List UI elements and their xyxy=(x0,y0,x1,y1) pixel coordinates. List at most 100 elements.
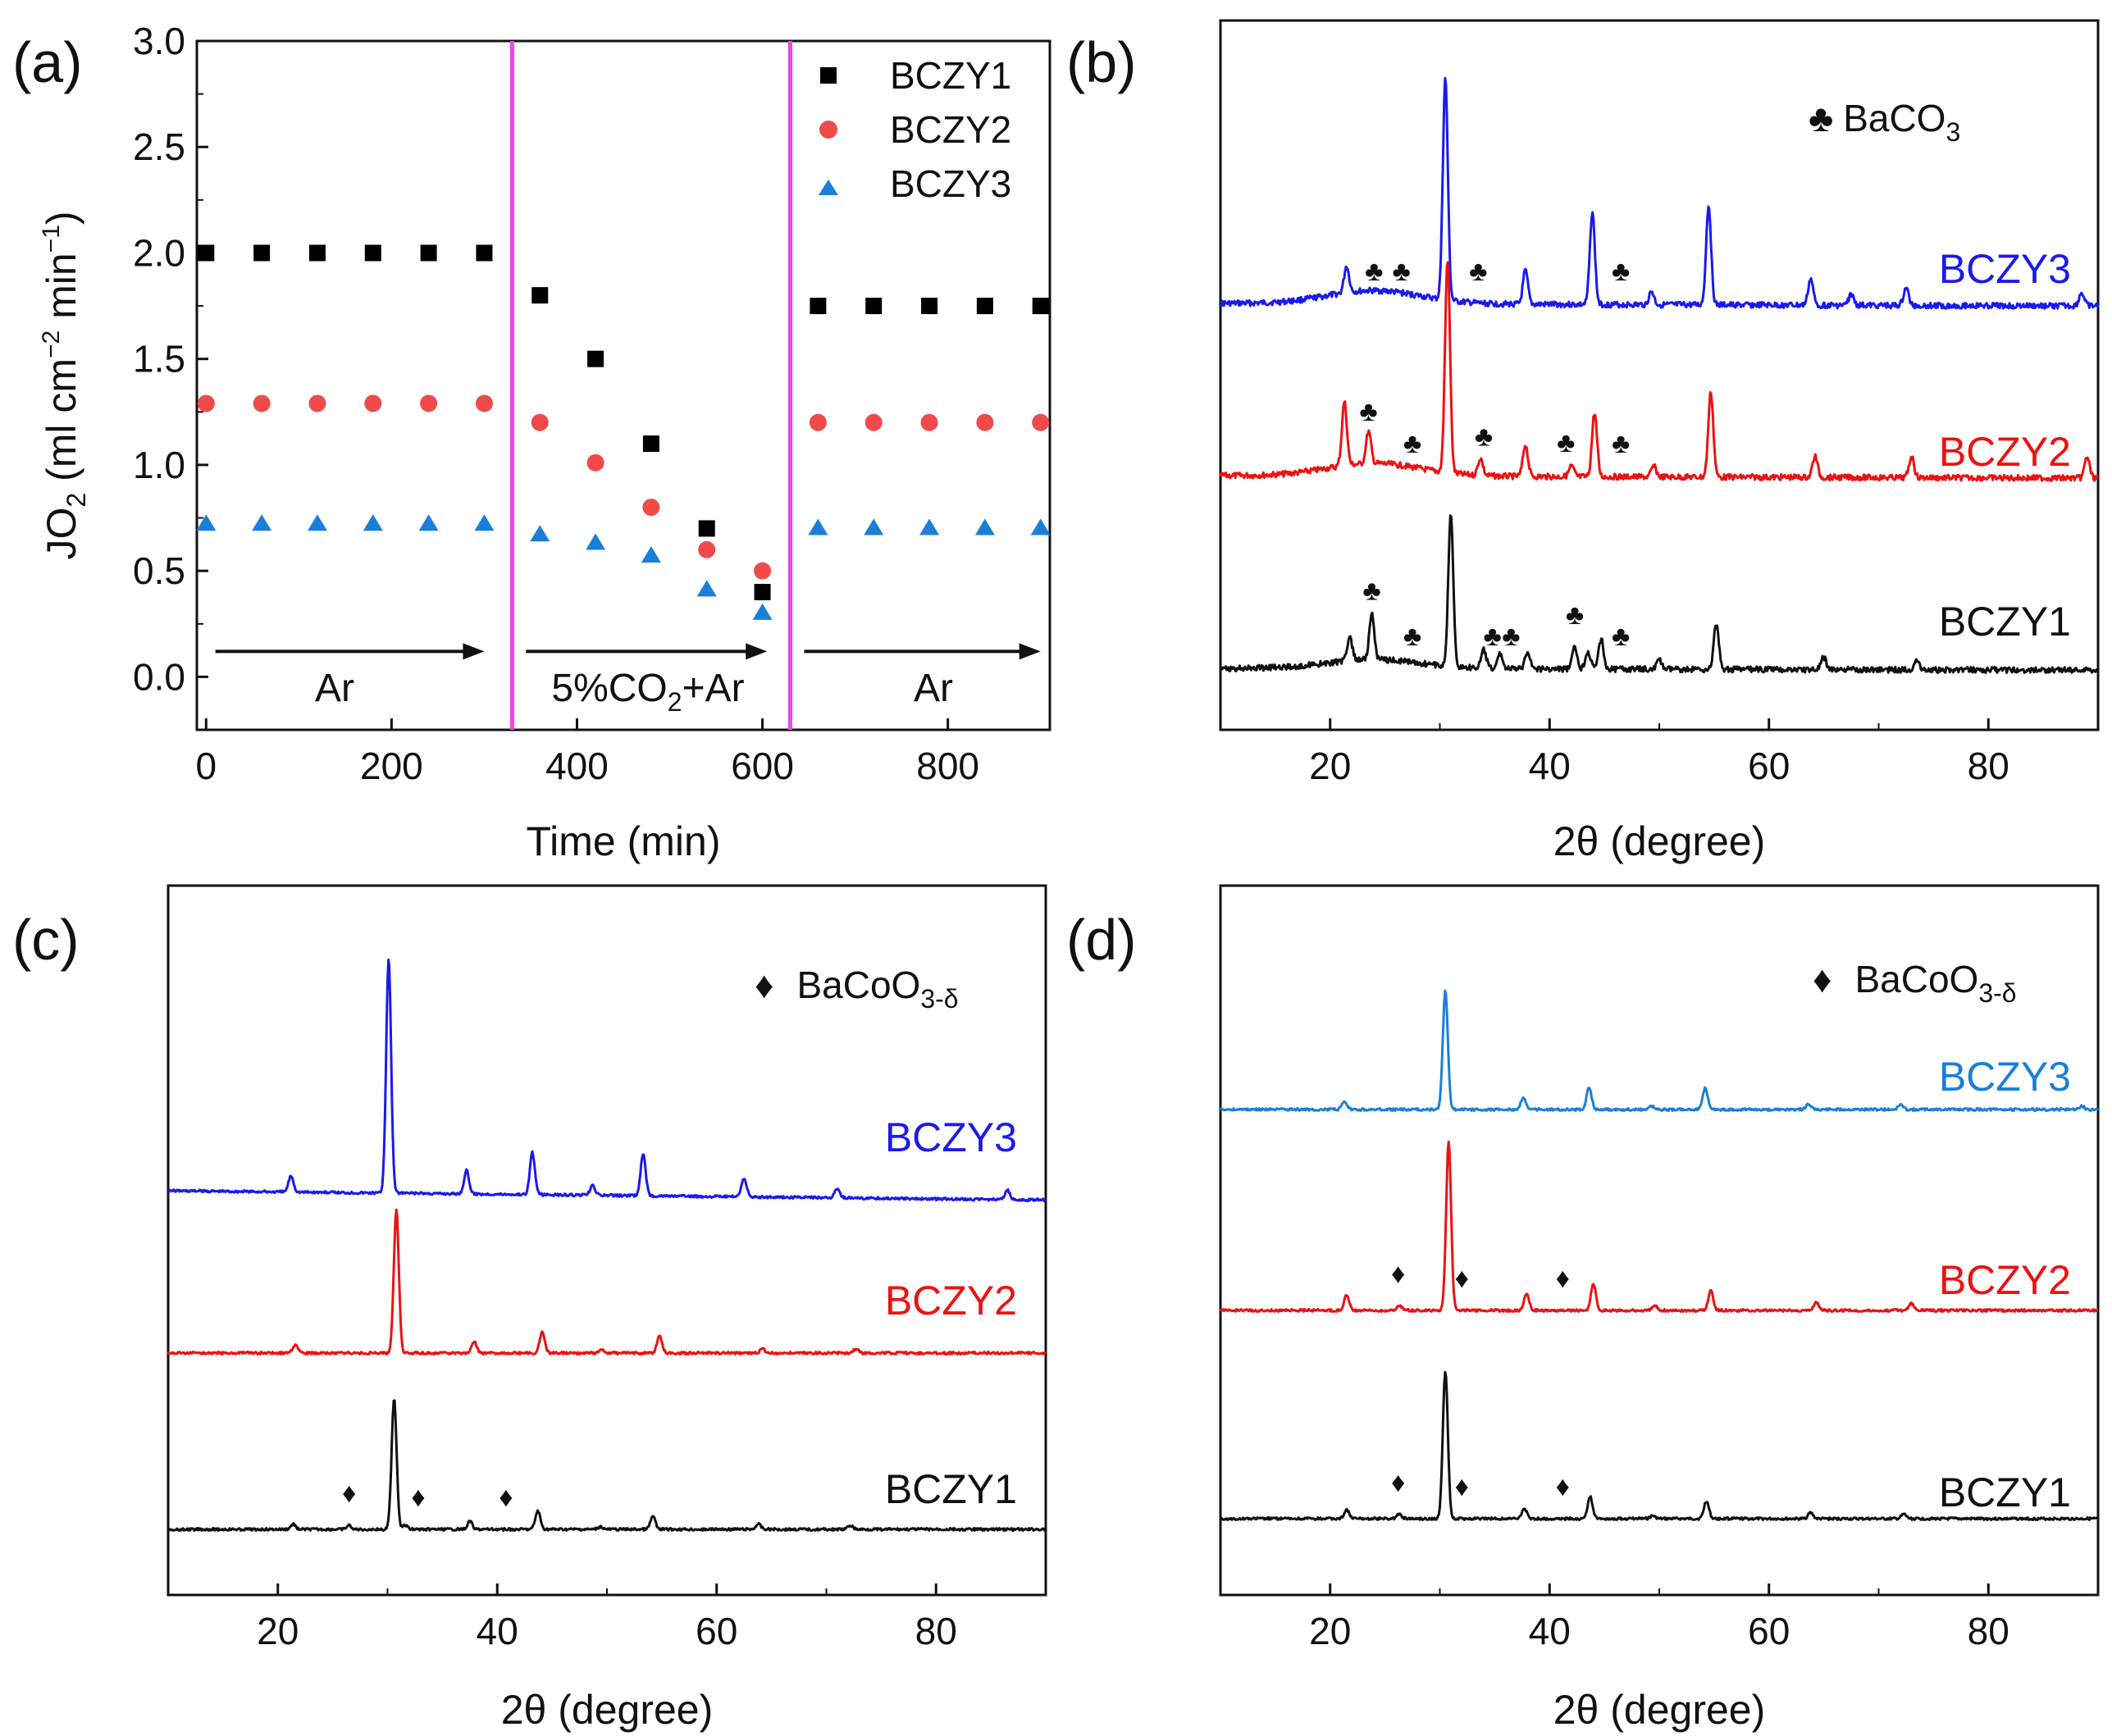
club-icon: ♣ xyxy=(1469,256,1487,287)
club-icon: ♣ xyxy=(1393,256,1411,287)
diamond-icon: ♦ xyxy=(342,1478,356,1509)
data-points-a xyxy=(196,244,1051,620)
club-icon: ♣ xyxy=(1557,427,1575,458)
diamond-icon: ♦ xyxy=(1391,1258,1405,1289)
data-point-bczy3 xyxy=(1030,518,1051,535)
xrd-traces-c xyxy=(166,958,1047,1532)
legend-label-bczy1: BCZY1 xyxy=(890,54,1011,97)
data-point-bczy1 xyxy=(976,298,993,315)
data-point-bczy3 xyxy=(808,518,828,535)
club-icon: ♣ xyxy=(1362,576,1380,607)
data-point-bczy2 xyxy=(475,394,493,412)
data-point-bczy1 xyxy=(921,298,938,315)
x-tick-label-a: 600 xyxy=(731,745,794,787)
diamond-icon: ♦ xyxy=(755,964,773,1006)
xrd-trace-bczy3 xyxy=(167,958,1047,1203)
x-tick-label-c: 20 xyxy=(257,1610,299,1652)
panel-b: (b) 20 40 60 80 ♣ ♣ ♣ ♣♣♣ ♣ ♣ ♣♣♣ ♣ ♣♣♣ ♣ BaCO3 BCZY… xyxy=(1066,19,2100,864)
phase-markers-b: ♣ ♣ ♣ ♣♣♣ ♣ ♣ ♣♣♣ ♣ ♣♣♣ xyxy=(1359,256,1630,652)
data-point-bczy3 xyxy=(252,514,272,531)
trace-label-d-bczy2: BCZY2 xyxy=(1939,1257,2071,1303)
club-icon: ♣ xyxy=(1365,256,1383,287)
x-axis-title-c: 2θ (degree) xyxy=(501,1687,714,1733)
data-point-bczy3 xyxy=(363,514,383,531)
region-dividers-a xyxy=(509,41,792,730)
diamond-icon: ♦ xyxy=(411,1482,425,1513)
plot-frame-a xyxy=(195,39,1051,731)
club-icon: ♣ xyxy=(1403,428,1421,459)
xrd-trace-bczy2 xyxy=(1219,1140,2099,1313)
club-icon: ♣ xyxy=(1359,396,1377,427)
diamond-icon: ♦ xyxy=(1455,1471,1469,1502)
club-icon: ♣ xyxy=(1475,421,1493,452)
data-point-bczy3 xyxy=(418,514,439,531)
data-point-bczy2 xyxy=(920,413,938,431)
region-arrow-head xyxy=(1019,643,1041,660)
panel-d: (d) 20 40 60 80 ♦ ♦ ♦ ♦ ♦ ♦ ♦ BaCoO3-δ BCZY3 BCZY… xyxy=(1066,884,2100,1733)
trace-label-b-bczy1: BCZY1 xyxy=(1939,599,2071,645)
data-point-bczy3 xyxy=(752,603,773,620)
axis-ticks-d: 20 40 60 80 xyxy=(1220,1583,2009,1652)
y-tick-label-a: 1.0 xyxy=(133,444,185,486)
axis-ticks-b: 20 40 60 80 xyxy=(1220,718,2009,787)
club-icon: ♣ xyxy=(1809,97,1833,139)
data-point-bczy2 xyxy=(754,562,772,580)
legend-marker-bczy2 xyxy=(819,121,837,139)
legend-b: ♣ BaCO3 xyxy=(1809,97,1960,147)
club-icon: ♣ xyxy=(1612,256,1630,287)
y-tick-label-a: 2.5 xyxy=(133,125,185,168)
data-point-bczy1 xyxy=(308,244,326,262)
data-point-bczy2 xyxy=(642,499,660,517)
region-label-ar-1: Ar xyxy=(315,667,354,710)
data-point-bczy2 xyxy=(1032,413,1050,431)
x-tick-label-c: 80 xyxy=(915,1610,957,1652)
data-point-bczy2 xyxy=(197,394,215,412)
trace-label-c-bczy1: BCZY1 xyxy=(885,1466,1017,1512)
panel-letter-d: (d) xyxy=(1066,908,1137,972)
data-point-bczy1 xyxy=(198,244,215,262)
x-axis-title-b: 2θ (degree) xyxy=(1553,818,1766,864)
data-point-bczy1 xyxy=(364,244,381,262)
data-point-bczy3 xyxy=(974,518,995,535)
region-label-ar-2: Ar xyxy=(914,667,953,710)
data-point-bczy2 xyxy=(364,394,382,412)
y-tick-label-a: 3.0 xyxy=(133,20,185,62)
y-tick-label-a: 2.0 xyxy=(133,231,185,274)
x-tick-label-d: 80 xyxy=(1968,1610,2009,1652)
diamond-icon: ♦ xyxy=(1813,958,1831,1000)
data-point-bczy3 xyxy=(864,518,884,535)
club-icon: ♣ xyxy=(1566,599,1584,631)
panel-letter-a: (a) xyxy=(12,30,83,94)
axis-ticks-a: 0 200 400 600 800 0.0 0.5 1.0 1.5 2.0 2.5 3.0 xyxy=(133,20,979,787)
data-point-bczy2 xyxy=(420,394,438,412)
club-icon: ♣ xyxy=(1403,621,1421,652)
data-point-bczy3 xyxy=(196,514,217,531)
club-icon: ♣ xyxy=(1484,621,1502,652)
diamond-icon: ♦ xyxy=(1556,1471,1570,1502)
data-point-bczy1 xyxy=(698,520,715,537)
data-point-bczy1 xyxy=(476,244,493,262)
trace-label-d-bczy1: BCZY1 xyxy=(1939,1469,2071,1515)
data-point-bczy2 xyxy=(253,394,271,412)
x-tick-label-a: 400 xyxy=(545,745,609,787)
data-point-bczy3 xyxy=(586,533,606,550)
data-point-bczy1 xyxy=(810,298,827,315)
trace-label-d-bczy3: BCZY3 xyxy=(1939,1054,2071,1100)
phase-markers-c: ♦ ♦ ♦ xyxy=(342,1478,513,1513)
club-icon: ♣ xyxy=(1612,428,1630,459)
x-tick-label-b: 60 xyxy=(1748,745,1790,787)
data-point-bczy1 xyxy=(642,435,659,453)
data-point-bczy2 xyxy=(809,413,827,431)
x-tick-label-d: 60 xyxy=(1748,1610,1790,1652)
diamond-icon: ♦ xyxy=(1391,1467,1405,1498)
xrd-traces-d xyxy=(1219,989,2100,1521)
x-tick-label-c: 40 xyxy=(477,1610,518,1652)
region-label-co2: 5%CO2+Ar xyxy=(551,667,744,717)
xrd-trace-bczy2 xyxy=(166,1208,1047,1356)
region-arrow-head xyxy=(746,643,768,660)
x-tick-label-a: 200 xyxy=(360,745,423,787)
data-point-bczy3 xyxy=(307,514,327,531)
data-point-bczy1 xyxy=(754,584,771,600)
x-tick-label-c: 60 xyxy=(696,1610,737,1652)
